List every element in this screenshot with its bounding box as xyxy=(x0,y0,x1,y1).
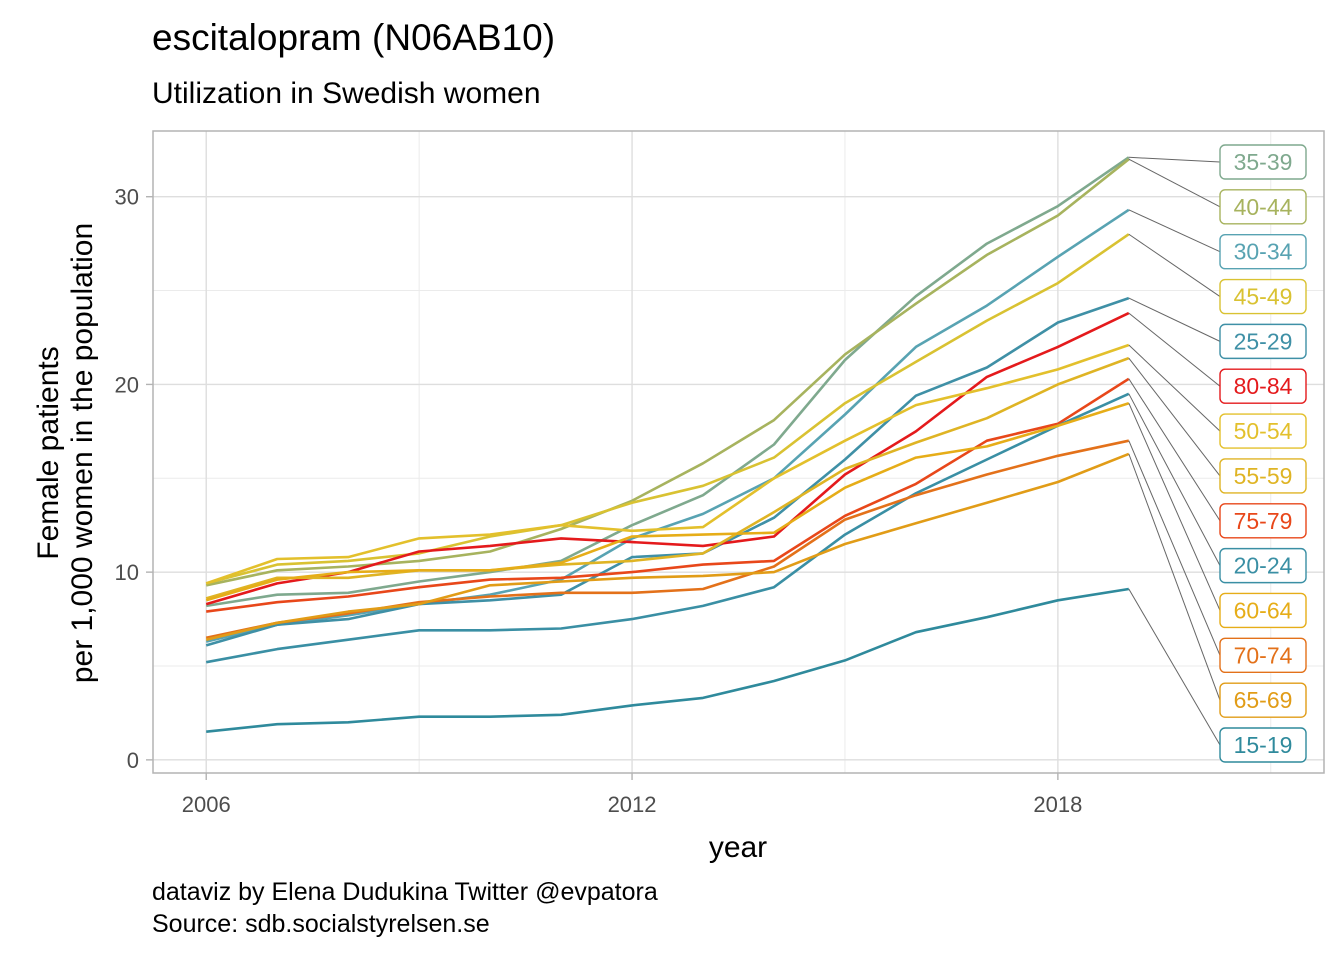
series-label-30-34: 30-34 xyxy=(1234,239,1293,265)
series-label-box-30-34 xyxy=(1219,233,1307,270)
leader-line-70-74 xyxy=(1128,440,1221,656)
leader-line-50-54 xyxy=(1128,344,1221,432)
series-line-20-24 xyxy=(205,392,1130,664)
leader-line-80-84 xyxy=(1128,312,1221,387)
series-label-box-60-64 xyxy=(1219,592,1307,629)
series-line-45-49 xyxy=(205,233,1130,585)
y-axis-title: Female patients per 1,000 women in the p… xyxy=(32,223,99,683)
y-axis-title-line2: per 1,000 women in the population xyxy=(66,223,99,683)
series-labels: 35-39 40-44 30-34 45-49 25-29 80-84 50-54 55-59… xyxy=(1219,144,1307,763)
series-label-65-69: 65-69 xyxy=(1234,687,1293,713)
x-tick-label: 2006 xyxy=(182,792,231,817)
leader-line-40-44 xyxy=(1128,158,1221,208)
leader-line-35-39 xyxy=(1128,156,1221,163)
leader-line-55-59 xyxy=(1128,357,1221,477)
series-label-box-65-69 xyxy=(1219,682,1307,718)
series-label-box-15-19 xyxy=(1219,727,1307,763)
y-tick-label: 30 xyxy=(115,185,139,210)
y-axis-title-line1: Female patients xyxy=(32,346,65,559)
series-label-15-19: 15-19 xyxy=(1234,732,1293,758)
series-lines xyxy=(205,156,1130,733)
y-tick-label: 20 xyxy=(115,372,139,397)
x-axis-title: year xyxy=(709,831,767,864)
leader-line-75-79 xyxy=(1128,378,1221,522)
y-tick-label: 0 xyxy=(127,748,139,773)
series-label-55-59: 55-59 xyxy=(1234,463,1293,489)
series-label-50-54: 50-54 xyxy=(1234,418,1293,444)
series-label-box-80-84 xyxy=(1219,368,1307,404)
leader-line-25-29 xyxy=(1128,297,1221,342)
series-label-box-55-59 xyxy=(1219,458,1307,494)
caption-source: Source: sdb.socialstyrelsen.se xyxy=(152,910,490,938)
series-label-35-39: 35-39 xyxy=(1234,149,1293,175)
series-line-35-39 xyxy=(205,156,1130,608)
series-line-50-54 xyxy=(205,343,1130,585)
series-label-80-84: 80-84 xyxy=(1234,373,1293,399)
series-label-box-50-54 xyxy=(1219,413,1307,449)
label-leader-lines xyxy=(1128,156,1221,746)
series-label-20-24: 20-24 xyxy=(1234,553,1293,579)
leader-line-15-19 xyxy=(1128,588,1221,746)
series-label-box-35-39 xyxy=(1219,144,1307,180)
series-line-80-84 xyxy=(205,311,1130,606)
grid-lines xyxy=(153,131,1324,773)
leader-line-30-34 xyxy=(1128,209,1221,253)
plot-panel-border xyxy=(152,130,1325,774)
series-label-45-49: 45-49 xyxy=(1234,284,1293,310)
chart-subtitle: Utilization in Swedish women xyxy=(152,77,541,110)
series-label-75-79: 75-79 xyxy=(1234,508,1293,534)
series-label-box-75-79 xyxy=(1219,503,1307,539)
x-tick-label: 2012 xyxy=(608,792,657,817)
caption-credit: dataviz by Elena Dudukina Twitter @evpat… xyxy=(152,878,658,906)
series-label-box-20-24 xyxy=(1219,547,1307,584)
series-line-55-59 xyxy=(205,356,1130,600)
series-label-box-45-49 xyxy=(1219,278,1307,315)
series-label-70-74: 70-74 xyxy=(1234,642,1293,668)
series-line-70-74 xyxy=(205,439,1130,640)
series-line-40-44 xyxy=(205,158,1130,587)
leader-line-60-64 xyxy=(1128,402,1221,611)
y-tick-label: 10 xyxy=(115,560,139,585)
leader-line-20-24 xyxy=(1128,393,1221,566)
series-label-box-40-44 xyxy=(1219,189,1307,225)
series-label-25-29: 25-29 xyxy=(1234,328,1293,354)
series-line-65-69 xyxy=(205,452,1130,641)
leader-line-45-49 xyxy=(1128,233,1221,297)
series-label-box-25-29 xyxy=(1219,323,1307,360)
series-label-60-64: 60-64 xyxy=(1234,597,1293,623)
x-tick-label: 2018 xyxy=(1033,792,1082,817)
series-line-60-64 xyxy=(205,401,1130,602)
series-label-box-70-74 xyxy=(1219,637,1307,674)
leader-line-65-69 xyxy=(1128,453,1221,701)
series-line-15-19 xyxy=(206,587,1130,733)
series-line-25-29 xyxy=(205,296,1130,647)
chart-title: escitalopram (N06AB10) xyxy=(152,17,556,58)
series-label-40-44: 40-44 xyxy=(1234,194,1293,220)
axes: 2006 2012 2018 0 10 20 30 xyxy=(115,185,1083,817)
series-line-30-34 xyxy=(205,208,1130,643)
